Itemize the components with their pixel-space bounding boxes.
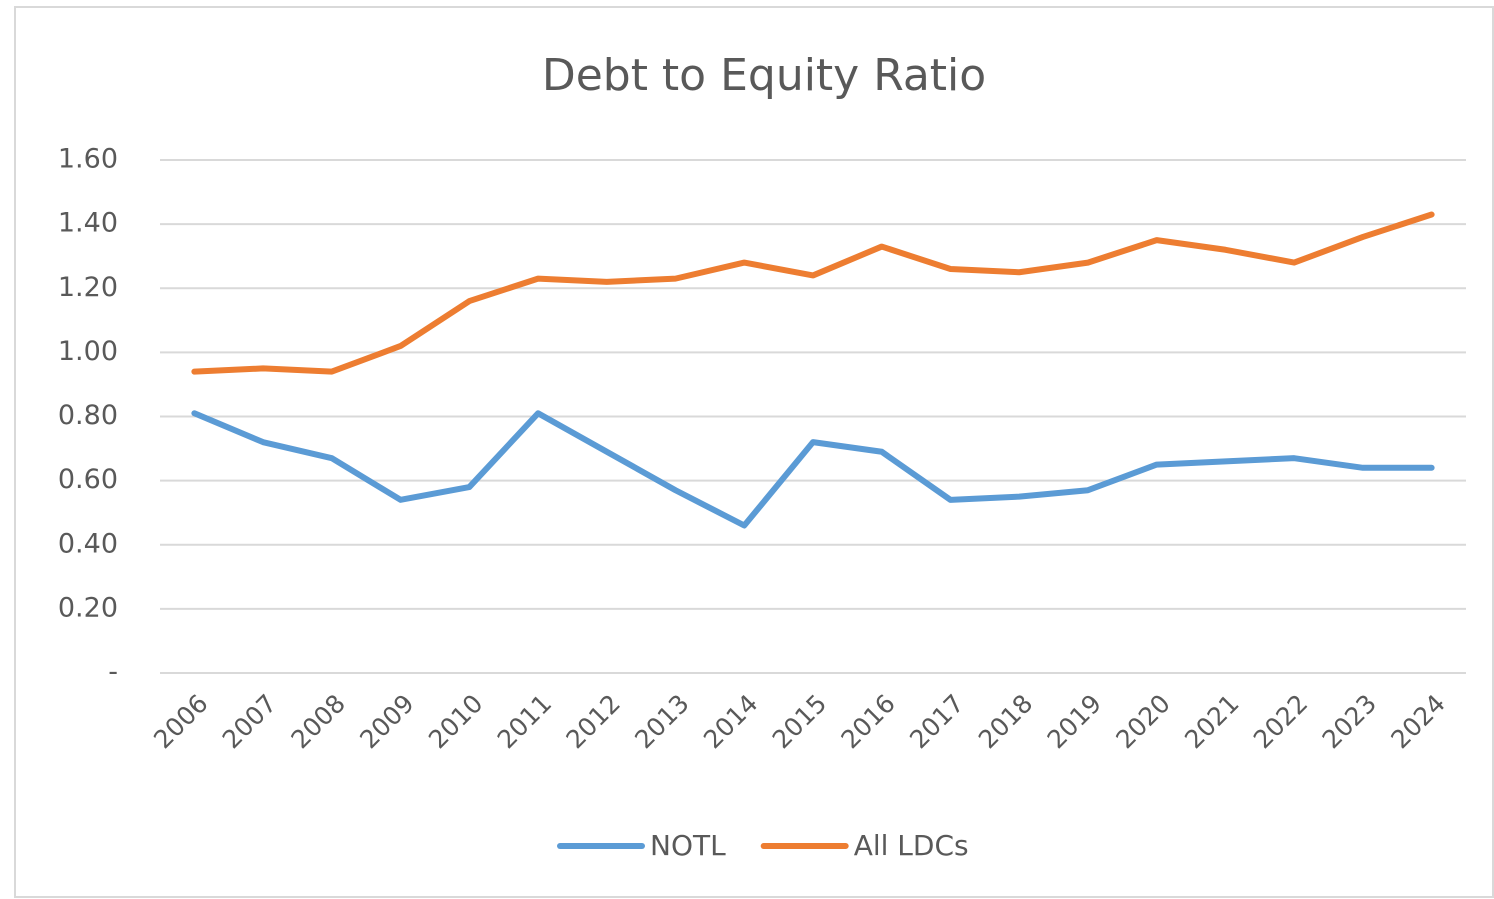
y-tick-label: 0.20 <box>58 592 118 623</box>
y-tick-label: 0.60 <box>58 464 118 495</box>
y-tick-label: 1.40 <box>58 208 118 239</box>
series-line <box>191 211 1435 375</box>
legend-label: NOTL <box>650 829 726 862</box>
chart-title: Debt to Equity Ratio <box>542 50 986 101</box>
y-tick-label: 1.00 <box>58 336 118 367</box>
y-tick-label: 1.60 <box>58 144 118 175</box>
chart-frame <box>14 6 1494 898</box>
y-tick-label: 0.80 <box>58 400 118 431</box>
y-tick-label: - <box>108 657 118 688</box>
series-line <box>191 410 1435 529</box>
y-tick-label: 1.20 <box>58 272 118 303</box>
legend-label: All LDCs <box>854 829 969 862</box>
y-tick-label: 0.40 <box>58 528 118 559</box>
